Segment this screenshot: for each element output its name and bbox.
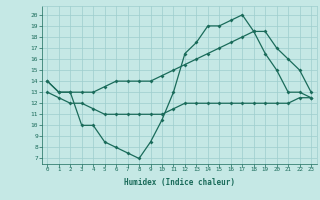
X-axis label: Humidex (Indice chaleur): Humidex (Indice chaleur) (124, 178, 235, 187)
